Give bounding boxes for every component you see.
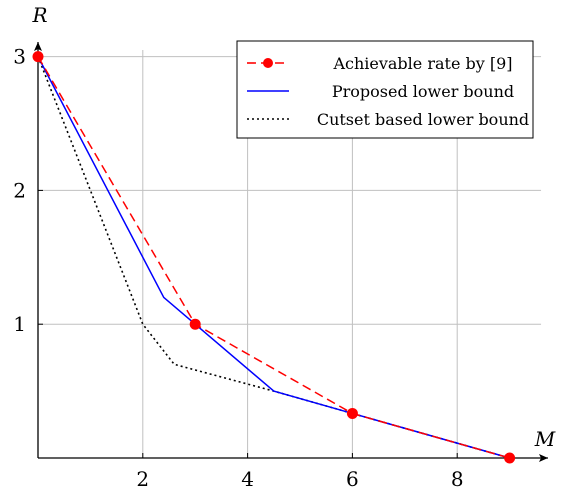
series-0 — [32, 51, 516, 464]
series-0-point-2 — [346, 407, 358, 419]
x-tick-label-3: 8 — [451, 467, 464, 491]
tick-labels: 2 4 6 8 1 2 3 — [13, 45, 463, 491]
series-0-point-3 — [504, 452, 516, 464]
x-axis-label: M — [534, 427, 556, 451]
y-tick-label-2: 3 — [13, 45, 26, 69]
y-tick-label-0: 1 — [13, 312, 26, 336]
legend-label-1: Proposed lower bound — [332, 82, 514, 101]
legend-marker-0 — [263, 58, 273, 68]
series-layer — [32, 51, 516, 464]
axes — [34, 42, 548, 462]
y-tick-label-1: 2 — [13, 178, 26, 202]
x-axis-arrow — [539, 454, 548, 462]
x-tick-label-2: 6 — [346, 467, 359, 491]
series-0-point-1 — [189, 318, 201, 330]
x-tick-label-0: 2 — [136, 467, 149, 491]
series-line-0 — [37, 56, 510, 459]
y-axis-arrow — [34, 42, 42, 51]
y-axis-label: R — [31, 3, 47, 27]
series-0-point-0 — [32, 51, 44, 63]
legend: Achievable rate by [9] Proposed lower bou… — [236, 40, 534, 139]
legend-label-2: Cutset based lower bound — [317, 110, 529, 129]
legend-box — [236, 40, 534, 139]
legend-label-0: Achievable rate by [9] — [332, 54, 512, 73]
x-tick-label-1: 4 — [241, 467, 254, 491]
